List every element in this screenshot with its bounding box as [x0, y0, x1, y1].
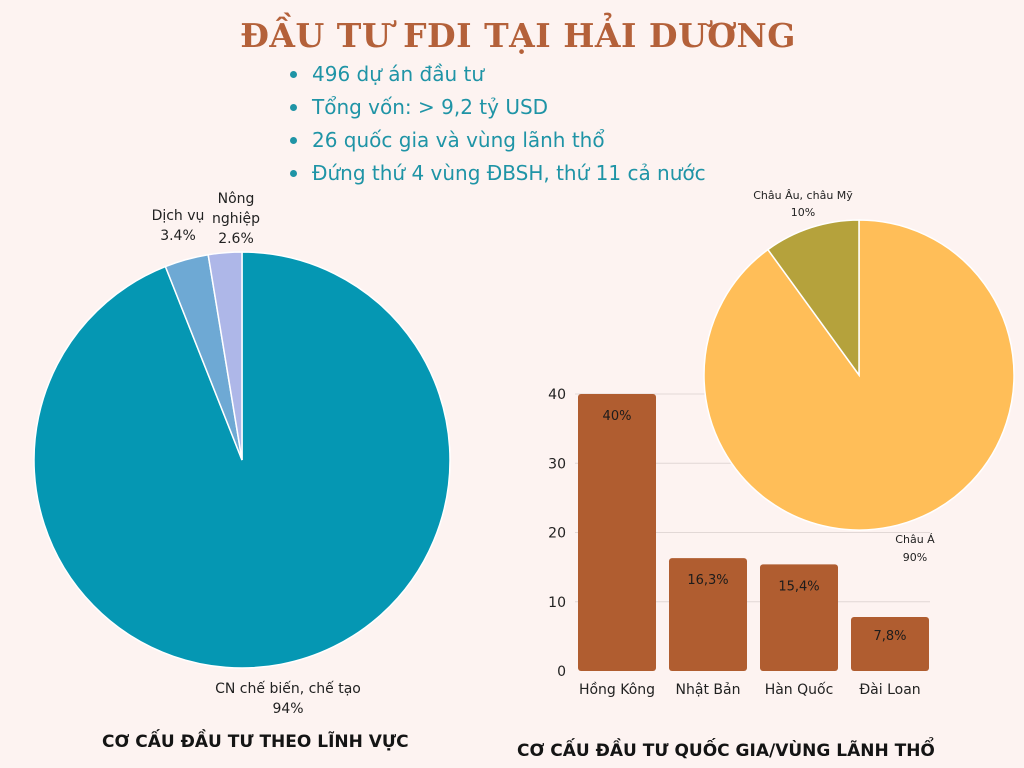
bar-data-label: 16,3% [687, 573, 728, 588]
bar [669, 558, 747, 671]
y-tick-label: 0 [557, 664, 566, 680]
facts-list: 496 dự án đầu tư Tổng vốn: > 9,2 tỷ USD … [288, 58, 706, 190]
region-slice-label: Châu Á 90% [895, 533, 935, 564]
bar-data-label: 15,4% [778, 579, 819, 594]
fact-item: Đứng thứ 4 vùng ĐBSH, thứ 11 cả nước [288, 157, 706, 190]
y-tick-label: 30 [548, 456, 566, 472]
bar-data-label: 7,8% [873, 629, 906, 644]
y-tick-label: 10 [548, 595, 566, 611]
x-tick-label: Nhật Bản [676, 682, 741, 698]
y-tick-label: 20 [548, 526, 566, 542]
fact-item: 496 dự án đầu tư [288, 58, 706, 91]
page-title: ĐẦU TƯ FDI TẠI HẢI DƯƠNG [240, 16, 796, 55]
bar [851, 616, 929, 671]
region-slice-label: Châu Âu, châu Mỹ 10% [753, 189, 853, 219]
sector-slice-label: Nông nghiệp 2.6% [212, 191, 260, 247]
fact-item: Tổng vốn: > 9,2 tỷ USD [288, 91, 706, 124]
sector-chart-caption: CƠ CẤU ĐẦU TƯ THEO LĨNH VỰC [102, 732, 409, 752]
bar-data-label: 40% [603, 409, 632, 424]
x-tick-label: Đài Loan [859, 682, 920, 698]
x-tick-label: Hồng Kông [579, 681, 655, 698]
region-pie-slice [766, 219, 860, 378]
y-tick-label: 40 [548, 387, 566, 403]
bar [760, 564, 838, 671]
sector-slice-label: CN chế biến, chế tạo 94% [215, 680, 361, 717]
bar [578, 394, 656, 671]
country-chart-caption: CƠ CẤU ĐẦU TƯ QUỐC GIA/VÙNG LÃNH THỔ [517, 741, 935, 761]
fact-item: 26 quốc gia và vùng lãnh thổ [288, 124, 706, 157]
sector-slice-label: Dịch vụ 3.4% [152, 208, 205, 244]
sector-pie-slice [207, 251, 243, 461]
x-tick-label: Hàn Quốc [765, 681, 834, 698]
